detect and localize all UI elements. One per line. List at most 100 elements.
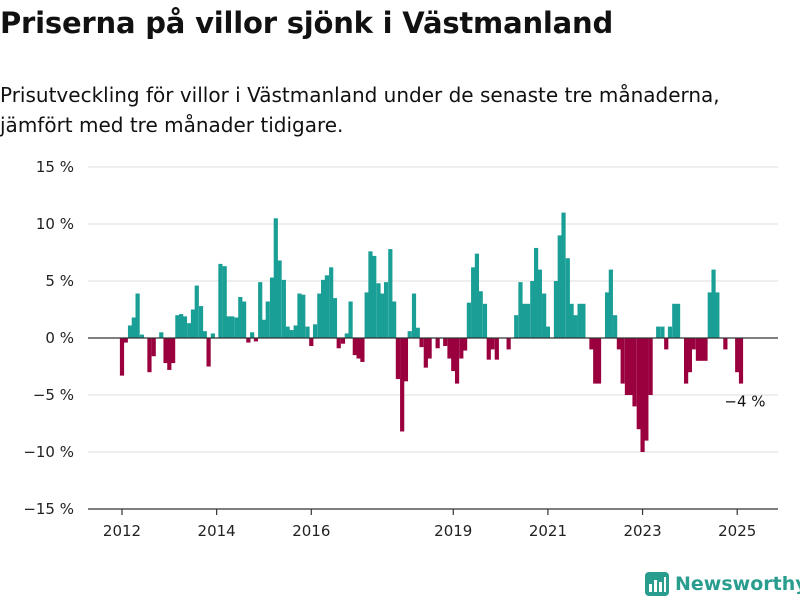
bar <box>506 338 511 350</box>
x-tick-label: 2012 <box>103 522 141 540</box>
bar <box>376 283 381 338</box>
x-tick-label: 2023 <box>623 522 661 540</box>
bar <box>573 315 578 338</box>
bar <box>608 269 613 338</box>
bar <box>222 266 227 338</box>
bar <box>344 333 349 338</box>
bar <box>463 338 468 351</box>
bar <box>218 263 223 338</box>
bar <box>226 316 231 338</box>
bar <box>380 293 385 338</box>
y-tick-label: 10 % <box>36 215 74 233</box>
bar <box>265 301 270 338</box>
y-tick-label: −5 % <box>33 386 74 404</box>
bar <box>577 303 582 338</box>
bar <box>589 338 594 350</box>
bar <box>695 338 701 361</box>
bar <box>238 296 243 338</box>
bar <box>636 338 641 430</box>
bar <box>581 303 586 338</box>
bar <box>388 249 393 338</box>
bar <box>395 338 400 380</box>
bar <box>557 235 562 338</box>
bar <box>407 331 412 338</box>
bar <box>198 306 204 338</box>
bar <box>454 338 460 384</box>
bar <box>297 293 302 338</box>
bar <box>269 277 275 338</box>
bar <box>261 319 267 338</box>
bar <box>324 275 330 338</box>
bar <box>447 338 452 359</box>
bars <box>119 212 744 452</box>
bar <box>482 303 488 338</box>
bar <box>340 338 346 344</box>
bar <box>672 303 677 338</box>
bar <box>383 282 389 338</box>
bar <box>246 338 251 343</box>
bar <box>403 338 409 382</box>
bar <box>119 338 125 376</box>
bar <box>147 338 152 373</box>
bar <box>293 325 298 338</box>
bar <box>451 338 456 372</box>
bar <box>703 338 708 361</box>
bar <box>530 281 535 338</box>
bar <box>131 317 136 338</box>
y-tick-label: −15 % <box>23 500 74 518</box>
bar <box>648 338 653 395</box>
bar <box>675 303 681 338</box>
bar <box>632 338 637 407</box>
bar <box>494 338 499 360</box>
bar <box>518 282 523 338</box>
bar <box>613 315 618 338</box>
bar <box>687 338 692 373</box>
bar <box>190 309 196 338</box>
x-tick-label: 2019 <box>434 522 472 540</box>
bar <box>372 255 377 338</box>
annotation-label: −4 % <box>724 393 765 411</box>
bar <box>400 338 405 432</box>
bar <box>364 292 369 338</box>
bar <box>127 325 133 338</box>
bar <box>167 338 172 370</box>
bar <box>321 279 326 338</box>
bar <box>490 338 495 350</box>
bar <box>360 338 365 362</box>
bar <box>427 338 432 359</box>
bar <box>596 338 602 384</box>
bar <box>620 338 625 384</box>
bar <box>593 338 598 384</box>
bar <box>667 326 673 338</box>
bar <box>317 293 322 338</box>
bar <box>179 314 184 338</box>
bar <box>411 293 417 338</box>
bar <box>415 327 420 338</box>
bar <box>281 279 286 338</box>
y-tick-label: 0 % <box>45 329 74 347</box>
bar <box>163 338 168 364</box>
bar <box>486 338 491 360</box>
bar <box>699 338 704 361</box>
bar <box>628 338 633 395</box>
y-axis-ticks: 15 % 10 % 5 % 0 % −5 % −10 % −15 % <box>23 158 74 518</box>
bar <box>419 338 424 348</box>
bar <box>250 332 255 338</box>
bar <box>301 294 306 338</box>
bar <box>230 316 235 338</box>
chart-title: Priserna på villor sjönk i Västmanland <box>0 6 613 40</box>
bar <box>537 269 542 338</box>
newsworthy-logo: Newsworthy <box>645 569 800 599</box>
bar <box>604 292 610 338</box>
bar <box>273 218 278 338</box>
x-tick-label: 2014 <box>198 522 236 540</box>
bar <box>553 281 559 338</box>
bar <box>707 292 712 338</box>
bar <box>159 332 164 338</box>
bar <box>392 301 397 338</box>
bar <box>640 338 645 452</box>
bar <box>368 251 373 338</box>
bar <box>305 326 310 338</box>
bar <box>616 338 621 350</box>
